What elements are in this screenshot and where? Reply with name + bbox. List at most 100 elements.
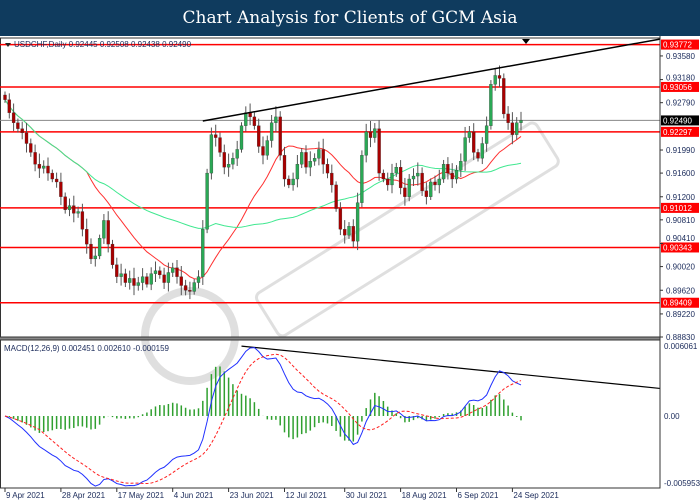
- candle-body: [317, 149, 321, 159]
- candle-body: [386, 178, 390, 186]
- level-price-tag: [661, 81, 699, 92]
- shift-marker-icon[interactable]: [522, 39, 530, 44]
- y-tick-label: 0.89620: [666, 286, 695, 295]
- candle-body: [403, 187, 407, 197]
- candle-body: [429, 181, 433, 197]
- x-tick-label: 18 Aug 2021: [402, 491, 447, 500]
- candle-body: [85, 229, 89, 245]
- candle-body: [278, 116, 282, 156]
- candle-body: [411, 175, 416, 180]
- chart-title: Chart Analysis for Clients of GCM Asia: [0, 0, 700, 36]
- candle-body: [295, 164, 300, 180]
- candle-body: [179, 276, 183, 286]
- candle-body: [162, 274, 166, 283]
- candle-body: [325, 164, 330, 174]
- candle-body: [321, 149, 325, 165]
- signal-line: [4, 353, 522, 485]
- candle-body: [493, 75, 497, 85]
- candle-body: [183, 285, 188, 291]
- level-price-label: 0.89409: [663, 299, 692, 308]
- moving-average-50-line: [4, 99, 522, 229]
- collapse-triangle-icon[interactable]: [5, 43, 11, 47]
- candle-body: [171, 267, 175, 273]
- candle-body: [433, 181, 437, 186]
- current-price-tag: [661, 115, 699, 126]
- y-tick-label: 0.90410: [666, 234, 695, 243]
- level-price-label: 0.91012: [663, 204, 692, 213]
- candle-body: [119, 273, 123, 277]
- macd-trendline: [241, 345, 661, 390]
- candle-body: [265, 140, 269, 156]
- candle-body: [80, 211, 85, 230]
- macd-y-tick-label: -0.005953: [664, 479, 700, 488]
- candle-body: [89, 243, 93, 260]
- macd-y-tick-label: 0.006061: [664, 342, 698, 351]
- candle-body: [398, 167, 403, 189]
- candle-body: [226, 164, 231, 168]
- candle-body: [381, 172, 386, 180]
- x-tick-label: 12 Jul 2021: [286, 491, 328, 500]
- candle-body: [3, 94, 7, 100]
- candle-body: [235, 149, 239, 159]
- candle-body: [106, 220, 110, 245]
- candle-body: [209, 134, 214, 174]
- candle-body: [506, 113, 510, 123]
- candle-body: [463, 137, 467, 162]
- candle-body: [239, 125, 244, 150]
- candle-body: [330, 172, 334, 186]
- candle-body: [136, 282, 140, 286]
- y-tick-label: 0.90020: [666, 263, 695, 272]
- candle-body: [300, 152, 304, 165]
- candle-body: [437, 178, 441, 186]
- macd-info-label: MACD(12,26,9) 0.002451 0.002610 -0.00015…: [4, 344, 170, 353]
- candle-body: [343, 229, 347, 236]
- y-tick-label: 0.89220: [666, 310, 695, 319]
- candle-body: [454, 169, 459, 180]
- candle-body: [244, 112, 248, 126]
- candle-body: [29, 143, 33, 153]
- candle-body: [153, 270, 158, 274]
- candle-body: [218, 137, 222, 153]
- candle-body: [222, 152, 226, 168]
- candle-body: [368, 131, 373, 138]
- candle-body: [446, 164, 450, 174]
- candle-body: [269, 122, 274, 141]
- level-price-label: 0.93056: [663, 83, 692, 92]
- candle-body: [63, 196, 67, 210]
- candle-body: [188, 290, 192, 292]
- macd-panel-frame: [0, 339, 661, 489]
- candle-body: [360, 155, 364, 203]
- x-tick-label: 4 Jun 2021: [174, 491, 214, 500]
- x-tick-label: 9 Apr 2021: [6, 491, 45, 500]
- candle-body: [42, 165, 46, 169]
- candle-body: [93, 255, 97, 260]
- candle-body: [24, 132, 29, 144]
- candle-body: [515, 122, 519, 135]
- candle-body: [214, 134, 218, 138]
- candle-body: [149, 273, 153, 285]
- price-panel-frame: [0, 37, 661, 338]
- candle-body: [450, 172, 454, 180]
- candle-body: [476, 152, 480, 159]
- level-price-tag: [661, 202, 699, 213]
- candle-body: [484, 125, 489, 144]
- candle-body: [166, 272, 171, 283]
- level-price-label: 0.92297: [663, 128, 692, 137]
- candle-body: [175, 267, 179, 277]
- candle-body: [196, 276, 201, 283]
- candle-body: [37, 164, 42, 169]
- x-tick-label: 30 Jul 2021: [346, 491, 388, 500]
- x-tick-label: 24 Sep 2021: [513, 491, 559, 500]
- level-price-tag: [661, 297, 699, 308]
- candle-body: [67, 205, 72, 210]
- candle-body: [441, 164, 446, 180]
- candle-body: [377, 128, 381, 174]
- candle-body: [351, 226, 355, 242]
- candle-body: [76, 211, 80, 214]
- candle-body: [11, 112, 16, 123]
- candle-body: [115, 264, 119, 277]
- y-tick-label: 0.91200: [666, 193, 695, 202]
- candle-body: [128, 278, 132, 283]
- x-tick-label: 28 Apr 2021: [62, 491, 106, 500]
- level-price-tag: [661, 39, 699, 50]
